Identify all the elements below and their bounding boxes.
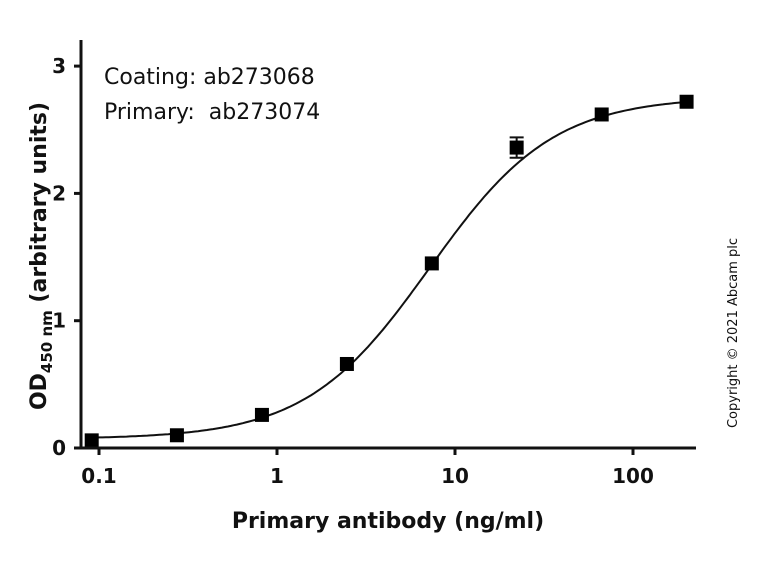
fit-curve-path bbox=[90, 100, 687, 439]
x-axis-ticks: 0.1 1 10 100 bbox=[81, 448, 654, 488]
y-axis-title-main: OD bbox=[27, 373, 52, 410]
data-point-marker bbox=[424, 256, 439, 271]
x-tick-label: 0.1 bbox=[81, 464, 116, 488]
y-tick-label: 1 bbox=[52, 309, 66, 333]
data-point-marker bbox=[84, 433, 99, 448]
annotation-primary: Primary: ab273074 bbox=[104, 100, 320, 125]
x-axis-title: Primary antibody (ng/ml) bbox=[232, 509, 544, 534]
x-tick-label: 10 bbox=[441, 464, 469, 488]
y-axis-ticks: 0 1 2 3 bbox=[52, 54, 81, 460]
data-point-marker bbox=[594, 107, 609, 122]
data-point-marker bbox=[679, 94, 694, 109]
y-tick-label: 3 bbox=[52, 54, 66, 78]
data-point-marker bbox=[339, 356, 354, 371]
data-point-marker bbox=[509, 140, 524, 155]
y-axis-title: OD450 nm (arbitrary units) bbox=[27, 102, 56, 410]
y-tick-label: 0 bbox=[52, 436, 66, 460]
y-tick-label: 2 bbox=[52, 181, 66, 205]
annotation-coating: Coating: ab273068 bbox=[104, 65, 315, 90]
x-tick-label: 1 bbox=[270, 464, 284, 488]
copyright-text: Copyright © 2021 Abcam plc bbox=[726, 238, 741, 428]
y-axis-title-rest: (arbitrary units) bbox=[27, 102, 52, 310]
data-points bbox=[84, 94, 694, 448]
fit-curve bbox=[90, 100, 687, 439]
data-point-marker bbox=[169, 428, 184, 443]
x-tick-label: 100 bbox=[612, 464, 654, 488]
y-axis-title-subscript: 450 nm bbox=[38, 310, 56, 373]
data-point-marker bbox=[254, 407, 269, 422]
